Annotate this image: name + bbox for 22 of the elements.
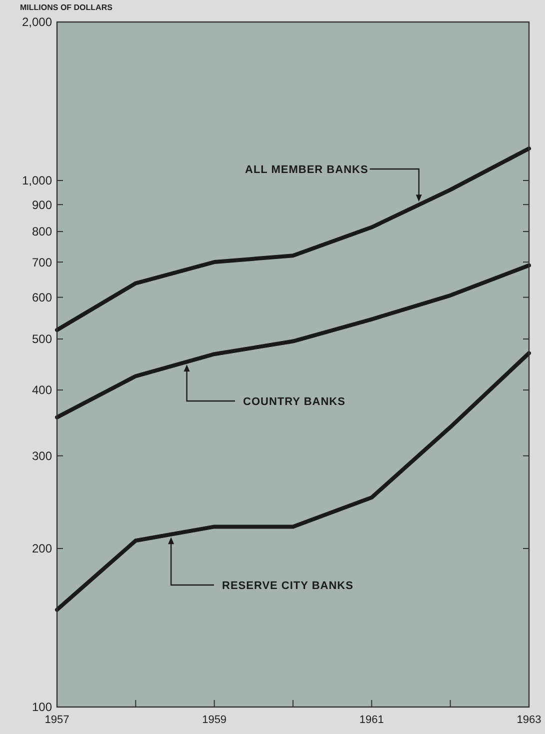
line-series <box>55 351 531 612</box>
y-tick-label: 600 <box>32 290 52 304</box>
y-axis-title: MILLIONS OF DOLLARS <box>20 3 114 12</box>
annotation: COUNTRY BANKS <box>243 396 346 408</box>
y-tick-label: 400 <box>32 383 52 398</box>
y-tick-label: 2,000 <box>22 15 52 30</box>
annotation: RESERVE CITY BANKS <box>222 580 354 592</box>
x-tick-label: 1961 <box>359 714 384 726</box>
y-tick-label: 800 <box>32 224 52 239</box>
y-tick-label: 200 <box>32 542 52 556</box>
y-tick-label: 700 <box>32 255 52 270</box>
y-tick-label: 500 <box>32 332 52 346</box>
line-series <box>55 263 531 420</box>
x-tick-label: 1963 <box>516 714 542 726</box>
line-series <box>55 146 531 332</box>
annotation: ALL MEMBER BANKS <box>245 164 368 176</box>
y-tick-label: 100 <box>32 700 52 714</box>
y-tick-label: 1,000 <box>22 174 52 188</box>
x-tick-label: 1957 <box>44 714 70 726</box>
y-tick-label: 300 <box>32 448 52 463</box>
y-tick-label: 900 <box>32 198 52 212</box>
x-tick-label: 1959 <box>202 714 227 726</box>
